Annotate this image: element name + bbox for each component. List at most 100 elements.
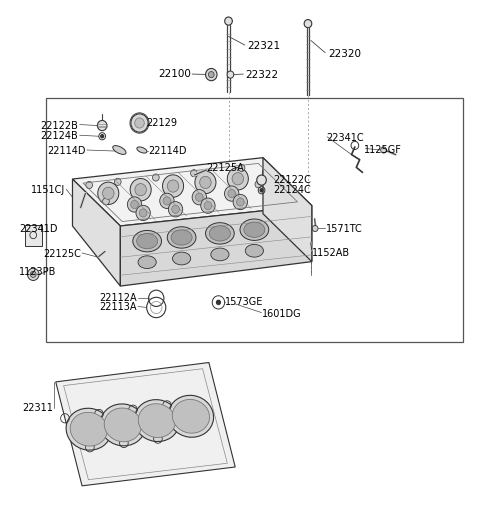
Circle shape bbox=[260, 189, 263, 192]
Circle shape bbox=[131, 200, 138, 208]
Circle shape bbox=[191, 170, 197, 177]
Circle shape bbox=[201, 198, 215, 213]
Circle shape bbox=[200, 176, 211, 189]
Circle shape bbox=[260, 178, 264, 182]
Ellipse shape bbox=[171, 230, 192, 245]
Circle shape bbox=[163, 175, 183, 197]
Circle shape bbox=[168, 202, 183, 217]
Circle shape bbox=[304, 19, 312, 28]
Ellipse shape bbox=[138, 256, 156, 269]
Circle shape bbox=[103, 198, 109, 205]
Circle shape bbox=[98, 182, 119, 204]
Ellipse shape bbox=[104, 408, 142, 442]
Circle shape bbox=[228, 190, 236, 198]
Circle shape bbox=[227, 19, 230, 23]
Circle shape bbox=[135, 118, 144, 128]
Circle shape bbox=[192, 190, 206, 205]
Circle shape bbox=[237, 198, 244, 206]
Polygon shape bbox=[72, 179, 120, 286]
Circle shape bbox=[136, 205, 150, 221]
Circle shape bbox=[225, 17, 232, 25]
Ellipse shape bbox=[168, 396, 214, 437]
Circle shape bbox=[255, 181, 262, 188]
Bar bbox=[24, 225, 42, 246]
Ellipse shape bbox=[211, 248, 229, 261]
Text: 22113A: 22113A bbox=[99, 303, 137, 313]
Ellipse shape bbox=[172, 400, 209, 433]
Circle shape bbox=[227, 71, 234, 78]
Text: 1601DG: 1601DG bbox=[262, 309, 301, 318]
Ellipse shape bbox=[138, 404, 176, 437]
Circle shape bbox=[168, 180, 179, 192]
Circle shape bbox=[195, 193, 203, 201]
Circle shape bbox=[86, 181, 93, 189]
Circle shape bbox=[103, 187, 114, 199]
Text: 22122C: 22122C bbox=[274, 175, 312, 185]
Circle shape bbox=[306, 21, 310, 26]
Circle shape bbox=[232, 173, 243, 185]
Ellipse shape bbox=[137, 147, 147, 153]
Text: 22124C: 22124C bbox=[274, 185, 311, 195]
Circle shape bbox=[160, 193, 174, 208]
Circle shape bbox=[153, 174, 159, 181]
Circle shape bbox=[101, 135, 104, 138]
Text: 1152AB: 1152AB bbox=[312, 248, 350, 258]
Ellipse shape bbox=[172, 252, 191, 265]
Text: 22114D: 22114D bbox=[48, 146, 86, 156]
Circle shape bbox=[229, 73, 232, 76]
Circle shape bbox=[216, 300, 220, 305]
Circle shape bbox=[205, 68, 217, 81]
Ellipse shape bbox=[209, 226, 230, 241]
Ellipse shape bbox=[70, 412, 108, 446]
Ellipse shape bbox=[134, 400, 180, 442]
Circle shape bbox=[131, 114, 148, 132]
Text: 22321: 22321 bbox=[247, 40, 280, 51]
Text: 22100: 22100 bbox=[158, 69, 191, 79]
Circle shape bbox=[100, 124, 104, 128]
Text: 1151CJ: 1151CJ bbox=[31, 185, 65, 195]
Circle shape bbox=[225, 186, 239, 201]
Text: 22122B: 22122B bbox=[40, 121, 78, 130]
Circle shape bbox=[114, 178, 121, 185]
Text: 22129: 22129 bbox=[147, 118, 178, 128]
Circle shape bbox=[30, 271, 36, 277]
Circle shape bbox=[27, 268, 39, 281]
Bar bbox=[46, 98, 463, 342]
Ellipse shape bbox=[100, 404, 145, 446]
Circle shape bbox=[97, 121, 107, 131]
Text: 22114D: 22114D bbox=[148, 146, 187, 156]
Ellipse shape bbox=[245, 244, 264, 257]
Ellipse shape bbox=[133, 230, 161, 252]
Circle shape bbox=[163, 197, 171, 205]
Text: 1573GE: 1573GE bbox=[225, 297, 263, 308]
Text: 22322: 22322 bbox=[245, 69, 278, 80]
Text: 1125GF: 1125GF bbox=[364, 145, 402, 154]
Ellipse shape bbox=[167, 227, 196, 248]
Text: 22320: 22320 bbox=[328, 49, 361, 59]
Text: 22125C: 22125C bbox=[43, 249, 81, 260]
Circle shape bbox=[238, 165, 245, 172]
Circle shape bbox=[233, 194, 248, 210]
Ellipse shape bbox=[244, 222, 265, 237]
Circle shape bbox=[228, 168, 248, 190]
Text: 22311: 22311 bbox=[23, 403, 53, 413]
Polygon shape bbox=[56, 362, 235, 486]
Circle shape bbox=[204, 201, 212, 210]
Text: 22124B: 22124B bbox=[40, 131, 78, 141]
Circle shape bbox=[135, 183, 146, 196]
Text: 22125A: 22125A bbox=[206, 163, 244, 173]
Text: 1123PB: 1123PB bbox=[19, 267, 56, 277]
Polygon shape bbox=[72, 158, 312, 226]
Text: 22341C: 22341C bbox=[326, 133, 364, 143]
Circle shape bbox=[127, 197, 142, 212]
Text: 22341D: 22341D bbox=[19, 224, 58, 234]
Circle shape bbox=[195, 171, 216, 194]
Circle shape bbox=[381, 147, 386, 153]
Polygon shape bbox=[120, 205, 312, 286]
Circle shape bbox=[257, 175, 266, 185]
Circle shape bbox=[208, 72, 214, 78]
Ellipse shape bbox=[240, 219, 269, 240]
Circle shape bbox=[130, 178, 151, 201]
Ellipse shape bbox=[113, 146, 126, 154]
Text: 1571TC: 1571TC bbox=[326, 224, 363, 234]
